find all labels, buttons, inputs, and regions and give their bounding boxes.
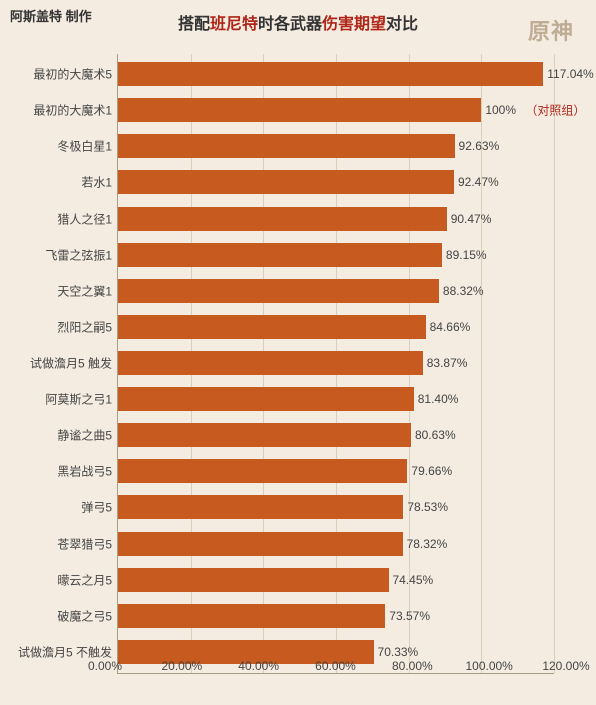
bar-row: 阿莫斯之弓181.40%	[118, 381, 554, 417]
bar	[118, 568, 389, 592]
x-axis-tick: 80.00%	[392, 659, 433, 673]
bar	[118, 387, 414, 411]
bar-category-label: 苍翠猎弓5	[57, 535, 118, 552]
bar-row: 最初的大魔术1100%（对照组）	[118, 92, 554, 128]
bar-value-label: 117.04%	[543, 67, 593, 81]
bar-value-label: 92.47%	[454, 175, 499, 189]
bar-value-label: 79.66%	[407, 464, 452, 478]
bar	[118, 98, 481, 122]
bar-row: 天空之翼188.32%	[118, 273, 554, 309]
game-logo: 原神	[528, 14, 574, 46]
title-highlight-2: 伤害期望	[322, 16, 386, 33]
bar-row: 若水192.47%	[118, 164, 554, 200]
bar	[118, 495, 403, 519]
bar-row: 静谧之曲580.63%	[118, 417, 554, 453]
bar-row: 苍翠猎弓578.32%	[118, 526, 554, 562]
bar-value-label: 90.47%	[447, 212, 492, 226]
title-part-1: 搭配	[178, 16, 210, 33]
bar-row: 破魔之弓573.57%	[118, 598, 554, 634]
bar-category-label: 静谧之曲5	[57, 427, 118, 444]
bar	[118, 62, 543, 86]
bar-category-label: 天空之翼1	[57, 282, 118, 299]
bar-category-label: 黑岩战弓5	[57, 463, 118, 480]
bar-value-label: 81.40%	[414, 392, 459, 406]
bar-row: 黑岩战弓579.66%	[118, 453, 554, 489]
bar-value-label: 88.32%	[439, 284, 484, 298]
bar-value-label: 89.15%	[442, 248, 487, 262]
bar-value-label: 92.63%	[455, 139, 500, 153]
bar-category-label: 试做澹月5 不触发	[18, 643, 118, 660]
bar	[118, 279, 439, 303]
bar	[118, 351, 423, 375]
bar-category-label: 最初的大魔术1	[33, 102, 118, 119]
author-label: 阿斯盖特 制作	[10, 6, 92, 25]
bar-category-label: 弹弓5	[81, 499, 118, 516]
x-axis-tick: 100.00%	[465, 659, 512, 673]
bar	[118, 423, 411, 447]
bar-value-label: 83.87%	[423, 356, 468, 370]
bar-row: 曚云之月574.45%	[118, 562, 554, 598]
bar-category-label: 飞雷之弦振1	[45, 246, 118, 263]
bar-value-label: 84.66%	[426, 320, 471, 334]
bar-row: 试做澹月5 触发83.87%	[118, 345, 554, 381]
title-part-3: 时各武器	[258, 16, 322, 33]
control-group-note: （对照组）	[525, 102, 585, 119]
x-axis-tick: 120.00%	[542, 659, 589, 673]
chart-title: 搭配班尼特时各武器伤害期望对比	[12, 10, 584, 34]
bar-value-label: 74.45%	[389, 573, 434, 587]
bar	[118, 604, 385, 628]
bar-value-label: 78.53%	[403, 500, 448, 514]
bar-value-label: 73.57%	[385, 609, 430, 623]
bar-category-label: 最初的大魔术5	[33, 66, 118, 83]
bar	[118, 134, 455, 158]
bar-category-label: 猎人之径1	[57, 210, 118, 227]
x-axis-tick: 40.00%	[238, 659, 279, 673]
bar-category-label: 若水1	[81, 174, 118, 191]
bar-category-label: 烈阳之嗣5	[57, 318, 118, 335]
bar-row: 猎人之径190.47%	[118, 200, 554, 236]
x-axis: 0.00%20.00%40.00%60.00%80.00%100.00%120.…	[105, 655, 566, 675]
plot-area: 最初的大魔术5117.04%最初的大魔术1100%（对照组）冬极白星192.63…	[117, 54, 554, 674]
bar-row: 弹弓578.53%	[118, 489, 554, 525]
x-axis-tick: 60.00%	[315, 659, 356, 673]
bar-value-label: 78.32%	[403, 537, 448, 551]
bar-category-label: 冬极白星1	[57, 138, 118, 155]
gridline	[554, 54, 555, 673]
bar	[118, 459, 407, 483]
bar-category-label: 破魔之弓5	[57, 607, 118, 624]
bar-category-label: 曚云之月5	[57, 571, 118, 588]
x-axis-tick: 20.00%	[161, 659, 202, 673]
chart-container: 阿斯盖特 制作 原神 搭配班尼特时各武器伤害期望对比 最初的大魔术5117.04…	[0, 0, 596, 705]
bar-value-label: 100%	[481, 103, 516, 117]
bar	[118, 243, 442, 267]
bar	[118, 315, 426, 339]
x-axis-tick: 0.00%	[88, 659, 122, 673]
bar	[118, 170, 454, 194]
bar-row: 冬极白星192.63%	[118, 128, 554, 164]
bar-category-label: 试做澹月5 触发	[30, 354, 118, 371]
bar-value-label: 80.63%	[411, 428, 456, 442]
bar-row: 烈阳之嗣584.66%	[118, 309, 554, 345]
bar-category-label: 阿莫斯之弓1	[45, 391, 118, 408]
bar	[118, 207, 447, 231]
bar	[118, 532, 403, 556]
title-part-5: 对比	[386, 16, 418, 33]
bar-row: 飞雷之弦振189.15%	[118, 237, 554, 273]
title-highlight-1: 班尼特	[210, 16, 258, 33]
bar-row: 最初的大魔术5117.04%	[118, 56, 554, 92]
